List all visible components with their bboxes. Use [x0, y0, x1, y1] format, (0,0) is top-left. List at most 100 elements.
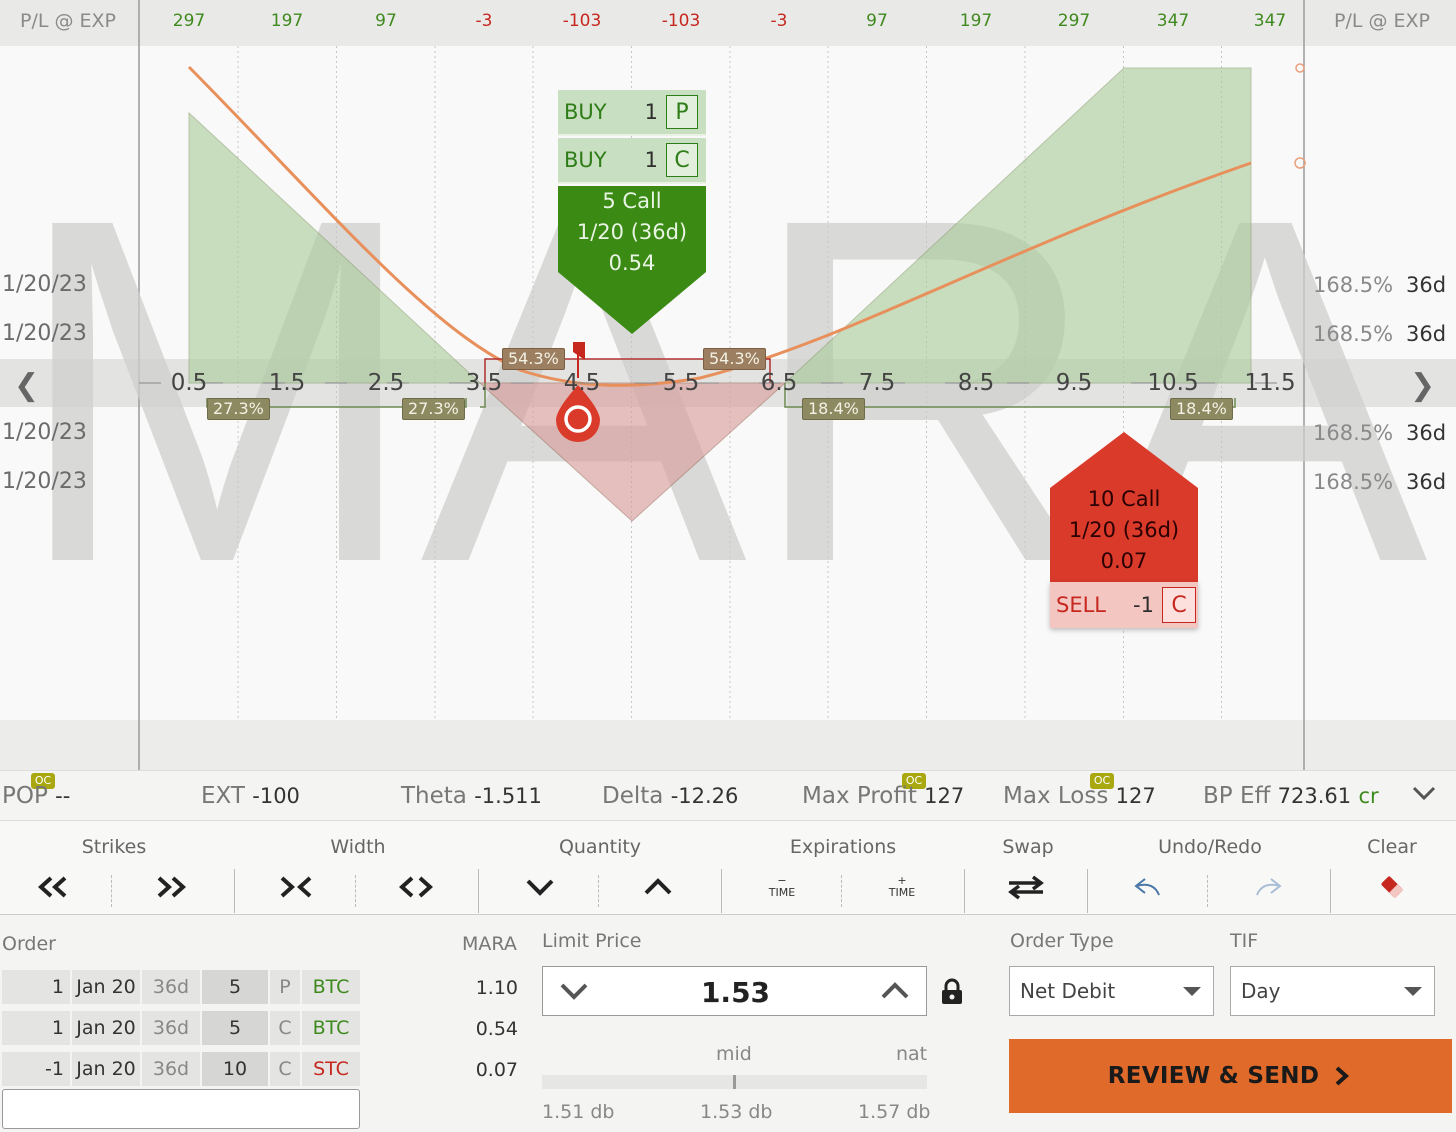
price-slider-thumb[interactable] [733, 1075, 736, 1089]
leg-action: BUY [564, 100, 607, 124]
leg-type-toggle[interactable]: C [1162, 587, 1196, 623]
leg-qty[interactable]: -1 [2, 1052, 70, 1086]
leg-exp[interactable]: Jan 20 [72, 1011, 140, 1045]
card-price: 0.07 [1100, 549, 1148, 573]
limit-price-value[interactable]: 1.53 [700, 976, 771, 1009]
quantity-down-button[interactable] [510, 869, 570, 905]
strike-label[interactable]: 5.5 [662, 370, 700, 396]
strike-label[interactable]: 6.5 [760, 370, 798, 396]
stat-value: -- [55, 784, 71, 808]
short-call-card-bg [1050, 432, 1198, 582]
strike-label[interactable]: 0.5 [170, 370, 208, 396]
strike-label[interactable]: 3.5 [465, 370, 503, 396]
strike-label[interactable]: 4.5 [563, 370, 601, 396]
expiration-later-button[interactable]: + TIME [872, 869, 932, 905]
leg-action[interactable]: BTC [302, 970, 360, 1004]
swap-button[interactable] [996, 869, 1056, 905]
widen-icon [399, 876, 433, 898]
strike-label[interactable]: 11.5 [1244, 370, 1296, 396]
plus-glyph: + [897, 874, 907, 887]
leg-exp[interactable]: Jan 20 [72, 970, 140, 1004]
pl-value: 347 [1156, 11, 1190, 31]
order-type-value: Net Debit [1020, 979, 1116, 1003]
clear-button[interactable] [1362, 869, 1422, 905]
undo-button[interactable] [1118, 869, 1178, 905]
long-call-card[interactable]: 5 Call 1/20 (36d) 0.54 [558, 186, 706, 279]
leg-exp[interactable]: Jan 20 [72, 1052, 140, 1086]
card-strike: 5 Call [602, 189, 662, 213]
limit-price-field[interactable]: 1.53 [542, 966, 927, 1016]
leg-type[interactable]: C [270, 1052, 300, 1086]
review-send-button[interactable]: REVIEW & SEND [1009, 1039, 1452, 1113]
leg-price: 0.07 [475, 1059, 518, 1081]
expiration-date[interactable]: 1/20/23 [2, 272, 87, 297]
strikes-left-arrow-icon[interactable]: ❮ [14, 368, 40, 403]
leg-qty[interactable]: 1 [2, 1011, 70, 1045]
leg-action[interactable]: BTC [302, 1011, 360, 1045]
oc-badge: OC [1090, 773, 1114, 789]
expiration-earlier-button[interactable]: − TIME [752, 869, 812, 905]
leg-qty[interactable]: 1 [2, 970, 70, 1004]
implied-vol: 168.5% [1313, 421, 1394, 445]
strike-label[interactable]: 8.5 [957, 370, 995, 396]
pl-value: -103 [562, 11, 602, 31]
strikes-right-arrow-icon[interactable]: ❯ [1410, 368, 1436, 403]
slider-mid-value: 1.53 db [700, 1101, 773, 1123]
stat-value: 127 [1115, 784, 1156, 808]
stat-label: Theta [401, 783, 467, 809]
strike-label[interactable]: 9.5 [1055, 370, 1093, 396]
leg-strike[interactable]: 5 [202, 1011, 268, 1045]
days-to-expiry: 36d [1406, 273, 1447, 297]
prob-tag: 27.3% [402, 398, 465, 420]
leg-action[interactable]: STC [302, 1052, 360, 1086]
swap-icon [1008, 875, 1044, 900]
leg-qty: 1 [644, 100, 658, 124]
order-note-field[interactable] [2, 1089, 360, 1129]
leg-type-toggle[interactable]: C [666, 143, 698, 177]
leg-type[interactable]: C [270, 1011, 300, 1045]
price-down-chevron-icon[interactable] [559, 981, 589, 1005]
leg-type-toggle[interactable]: P [666, 95, 698, 129]
chevron-right-icon [1335, 1066, 1350, 1086]
expiration-date[interactable]: 1/20/23 [2, 420, 87, 445]
expand-chevron-icon[interactable] [1412, 785, 1436, 805]
leg-price: 1.10 [475, 977, 518, 999]
quantity-up-button[interactable] [628, 869, 688, 905]
expiration-date[interactable]: 1/20/23 [2, 321, 87, 346]
eraser-icon [1381, 876, 1404, 899]
lock-icon[interactable] [940, 978, 964, 1010]
expiration-date[interactable]: 1/20/23 [2, 469, 87, 494]
redo-button[interactable] [1238, 869, 1298, 905]
short-call-card[interactable]: 10 Call 1/20 (36d) 0.07 [1050, 484, 1198, 577]
width-narrow-button[interactable] [266, 869, 326, 905]
slider-low-value: 1.51 db [542, 1101, 615, 1123]
strike-label[interactable]: 10.5 [1147, 370, 1199, 396]
leg-qty: 1 [644, 148, 658, 172]
leg-price: 0.54 [475, 1018, 518, 1040]
strikes-up-button[interactable] [142, 869, 202, 905]
stat-theta: Theta -1.511 [401, 783, 542, 809]
strike-label[interactable]: 7.5 [858, 370, 896, 396]
leg-sell-call[interactable]: SELL -1 C [1050, 582, 1198, 628]
risk-graph-canvas: MARA [0, 0, 1456, 770]
leg-buy-put[interactable]: BUY 1 P [558, 90, 706, 136]
group-label-width: Width [330, 836, 386, 858]
time-label: TIME [768, 886, 796, 899]
review-send-label: REVIEW & SEND [1107, 1063, 1320, 1089]
risk-graph[interactable]: MARA [0, 0, 1456, 770]
tif-select[interactable]: Day [1230, 966, 1435, 1016]
leg-buy-call[interactable]: BUY 1 C [558, 138, 706, 184]
leg-strike[interactable]: 10 [202, 1052, 268, 1086]
leg-strike[interactable]: 5 [202, 970, 268, 1004]
leg-type[interactable]: P [270, 970, 300, 1004]
strike-label[interactable]: 1.5 [268, 370, 306, 396]
price-up-chevron-icon[interactable] [880, 981, 910, 1005]
strikes-down-button[interactable] [22, 869, 82, 905]
width-widen-button[interactable] [386, 869, 446, 905]
pl-exp-label-left: P/L @ EXP [20, 10, 117, 32]
price-slider-track[interactable] [542, 1075, 927, 1089]
strike-label[interactable]: 2.5 [367, 370, 405, 396]
price-marker-icon[interactable] [556, 385, 600, 442]
order-type-select[interactable]: Net Debit [1009, 966, 1214, 1016]
